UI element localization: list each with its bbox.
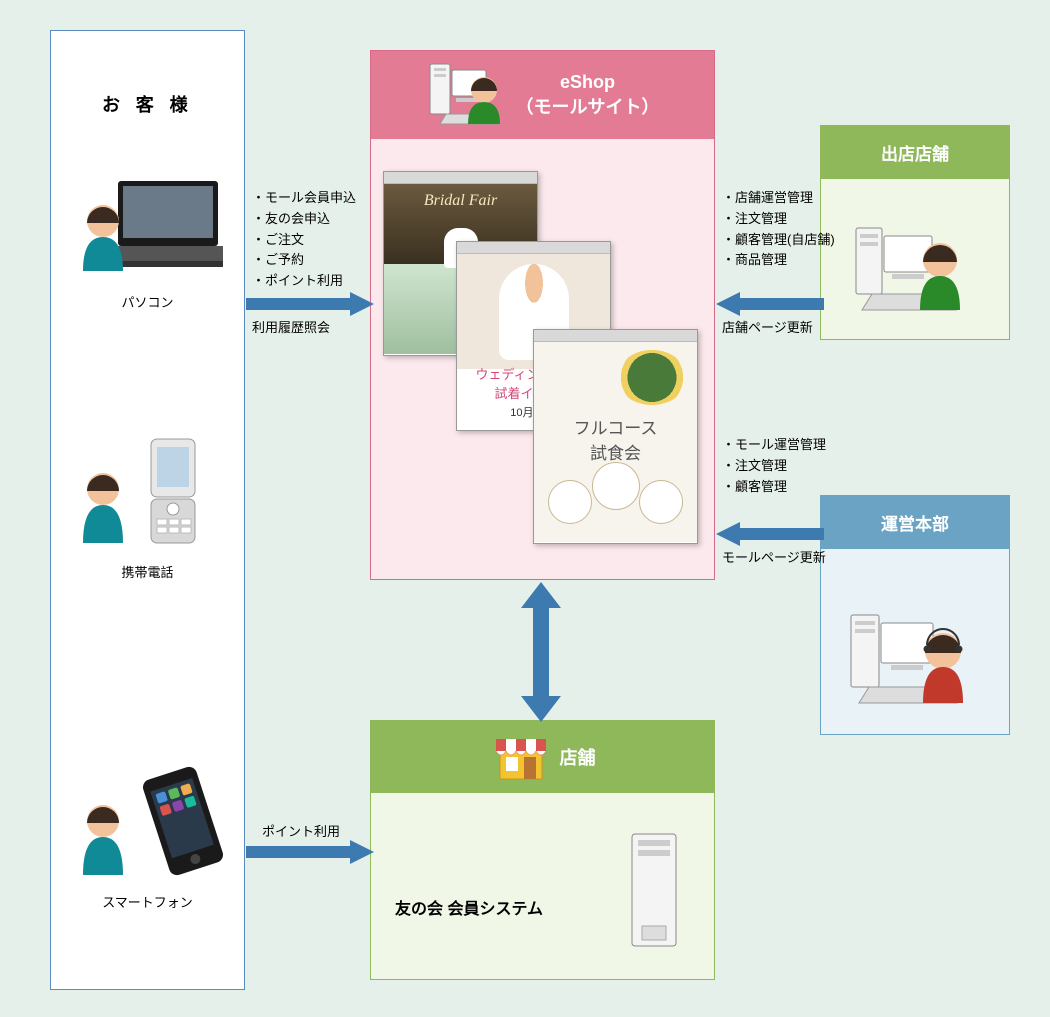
arrow-hq-to-eshop <box>716 522 824 551</box>
store-header: 店舗 <box>371 721 714 793</box>
customer-panel: お 客 様 パソコン <box>50 30 245 990</box>
device-pc-group: パソコン <box>51 171 244 311</box>
eshop-panel: eShop （モールサイト） Bridal Fair ウェディングドレス 試着イ… <box>370 50 715 580</box>
store-panel: 店舗 友の会 会員システム <box>370 720 715 980</box>
promo-card-course: フルコース 試食会 <box>533 329 698 544</box>
course-text-1: フルコース <box>534 414 697 439</box>
hq-below-label: モールページ更新 <box>722 548 826 569</box>
device-smartphone-label: スマートフォン <box>51 892 244 911</box>
merchant-panel: 出店店舗 <box>820 125 1010 340</box>
workstation-hq-icon <box>845 595 985 720</box>
flip-phone-icon <box>73 431 223 551</box>
workstation-merchant-icon <box>850 210 980 325</box>
device-mobile-label: 携帯電話 <box>51 562 244 581</box>
bridal-fair-text: Bridal Fair <box>384 192 537 210</box>
eshop-title-1: eShop <box>516 70 660 95</box>
customer-below-label: 利用履歴照会 <box>252 318 330 339</box>
smartphone-icon <box>73 751 223 881</box>
arrow-customer-to-eshop <box>246 292 374 321</box>
device-smartphone-group: スマートフォン <box>51 751 244 911</box>
merchant-actions-list: ・店舗運営管理 ・注文管理 ・顧客管理(自店舗) ・商品管理 <box>722 188 835 271</box>
laptop-icon <box>73 171 223 281</box>
arrow-customer-to-store <box>246 840 374 869</box>
server-tower-icon <box>624 826 684 961</box>
device-pc-label: パソコン <box>51 292 244 311</box>
merchant-header: 出店店舗 <box>821 126 1009 179</box>
merchant-below-label: 店舗ページ更新 <box>722 318 813 339</box>
store-title: 店舗 <box>560 744 596 770</box>
hq-header: 運営本部 <box>821 496 1009 549</box>
eshop-title-2: （モールサイト） <box>516 95 660 120</box>
arrow-eshop-store-bidir <box>513 582 569 727</box>
hq-panel: 運営本部 <box>820 495 1010 735</box>
workstation-user-icon <box>426 58 506 133</box>
course-text-2: 試食会 <box>534 439 697 464</box>
customer-title: お 客 様 <box>51 91 244 117</box>
device-mobile-group: 携帯電話 <box>51 431 244 581</box>
arrow-merchant-to-eshop <box>716 292 824 321</box>
shop-building-icon <box>490 727 552 788</box>
hq-actions-list: ・モール運営管理 ・注文管理 ・顧客管理 <box>722 435 826 497</box>
customer-actions-list: ・モール会員申込 ・友の会申込 ・ご注文 ・ご予約 ・ポイント利用 <box>252 188 356 292</box>
store-subtitle: 友の会 会員システム <box>395 895 543 919</box>
eshop-header: eShop （モールサイト） <box>371 51 714 139</box>
